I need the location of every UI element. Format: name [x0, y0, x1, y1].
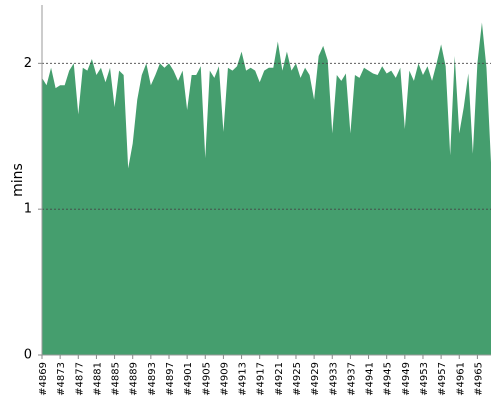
x-tick-label: #4889: [129, 362, 140, 396]
area: [42, 22, 491, 355]
x-tick-label: #4965: [473, 362, 484, 396]
x-tick-label: #4941: [365, 362, 376, 396]
x-tick-label: #4949: [401, 362, 412, 396]
x-tick-label: #4917: [256, 362, 267, 396]
x-tick-label: #4869: [38, 362, 49, 396]
x-tick-label: #4901: [183, 362, 194, 396]
x-tick-label: #4905: [201, 362, 212, 396]
y-tick-label: 0: [24, 348, 32, 363]
x-tick-label: #4933: [328, 362, 339, 396]
x-tick-label: #4961: [455, 362, 466, 396]
x-tick-label: #4957: [437, 362, 448, 396]
y-tick-label: 1: [24, 202, 32, 217]
x-tick-label: #4873: [56, 362, 67, 396]
x-tick-label: #4953: [419, 362, 430, 396]
x-tick-label: #4937: [346, 362, 357, 396]
y-tick-label: 2: [24, 56, 32, 71]
x-tick-label: #4909: [219, 362, 230, 396]
x-tick-label: #4925: [292, 362, 303, 396]
x-tick-label: #4885: [111, 362, 122, 396]
x-tick-label: #4921: [274, 362, 285, 396]
x-tick-label: #4897: [165, 362, 176, 396]
x-tick-label: #4893: [147, 362, 158, 396]
x-tick-label: #4945: [383, 362, 394, 396]
y-axis-title: mins: [10, 163, 26, 197]
x-tick-label: #4929: [310, 362, 321, 396]
x-tick-label: #4913: [238, 362, 249, 396]
x-tick-label: #4877: [74, 362, 85, 396]
x-tick-label: #4881: [92, 362, 103, 396]
